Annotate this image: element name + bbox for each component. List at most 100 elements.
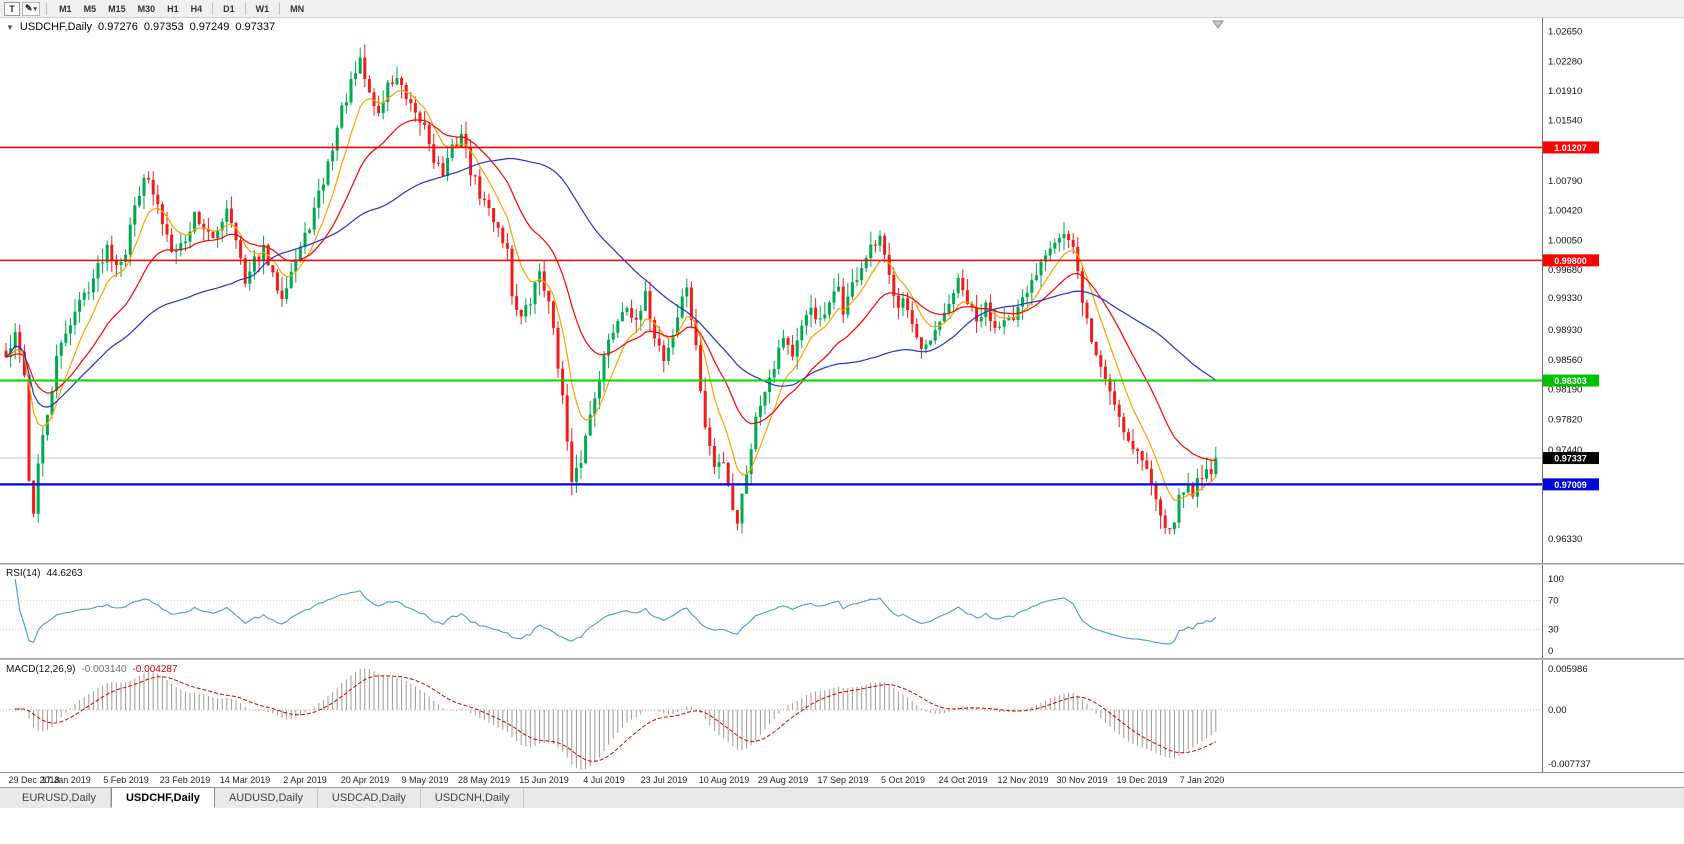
candle-body [768,377,772,392]
candle-body [1186,483,1190,493]
timeframe-button-h4[interactable]: H4 [190,3,203,14]
price-tick-label: 0.98930 [1548,325,1582,336]
candle-body [1080,271,1084,303]
pane-separator[interactable] [0,563,1684,565]
candle-body [915,323,919,338]
candle-body [602,355,606,381]
candle-body [349,79,353,103]
candle-body [892,274,896,296]
candle-body [234,222,238,241]
price-tick-label: 1.00050 [1548,235,1582,246]
candle-body [791,344,795,357]
candle-body [492,208,496,223]
candle-body [952,293,956,305]
candle-body [1108,378,1112,392]
candle-body [1103,366,1107,379]
chart-tab-usdcad[interactable]: USDCAD,Daily [318,788,421,808]
candle-body [1044,255,1048,262]
price-tick-label: 1.01910 [1548,86,1582,97]
candle-body [556,327,560,369]
macd-indicator-pane[interactable]: 0.005986 0.00 -0.007737 [0,660,1684,772]
candle-body [482,198,486,200]
candle-body [620,312,624,322]
candle-body [82,292,86,300]
candle-body [216,230,220,239]
candle-body [1002,320,1006,327]
candle-body [289,271,293,289]
candle-body [1099,355,1103,367]
candle-body [827,302,831,315]
time-axis[interactable]: 29 Dec 2018 17 Jan 2019 5 Feb 2019 23 Feb 2… [0,772,1684,787]
drawing-tool-button[interactable]: ✎ ▾ [22,1,41,16]
bottom-filler [0,808,1684,844]
pencil-icon: ✎ [25,3,33,13]
candle-body [758,405,762,417]
candle-body [685,287,689,297]
timeframe-button-m15[interactable]: M15 [108,3,126,14]
candle-body [680,296,684,318]
date-label: 5 Feb 2019 [103,775,149,785]
timeframe-button-mn[interactable]: MN [290,3,305,14]
candle-body [988,302,992,322]
candle-body [1048,248,1052,256]
candle-body [298,247,302,260]
candle-body [1021,297,1025,307]
candle-body [763,391,767,406]
moving-average-fast [5,89,1217,502]
candle-body [1163,515,1167,529]
chart-tab-audusd[interactable]: AUDUSD,Daily [215,788,318,808]
timeframe-buttons: M1 M5 M15 M30 H1 H4 D1 W1 MN [53,2,310,15]
candle-body [855,280,859,283]
pane-separator[interactable] [0,658,1684,660]
toolbar: T ✎ ▾ M1 M5 M15 M30 H1 H4 D1 W1 MN [0,0,1684,18]
candle-body [170,234,174,252]
chart-tab-eurusd[interactable]: EURUSD,Daily [8,788,111,808]
candle-body [947,304,951,313]
toolbar-separator [244,2,246,15]
price-tick-label: 1.02650 [1548,27,1582,38]
chart-shift-triangle-icon[interactable] [1212,20,1224,29]
candle-body [588,414,592,436]
date-label: 9 May 2019 [401,775,449,785]
candle-body [96,262,100,279]
candle-body [280,290,284,300]
timeframe-button-h1[interactable]: H1 [167,3,179,14]
timeframe-button-w1[interactable]: W1 [255,3,270,14]
candle-body [101,262,105,264]
toolbar-separator [279,2,281,15]
rsi-tick-label: 70 [1548,596,1559,607]
chart-tab-usdcnh[interactable]: USDCNH,Daily [421,788,525,808]
timeframe-button-d1[interactable]: D1 [223,3,235,14]
candle-body [32,480,36,514]
chart-tab-usdchf[interactable]: USDCHF,Daily [110,787,215,808]
candle-body [225,208,229,222]
candle-body [956,277,960,294]
timeframe-button-m30[interactable]: M30 [137,3,156,14]
candle-body [998,326,1002,328]
price-tick-label: 0.97440 [1548,445,1582,456]
text-tool-button[interactable]: T [4,1,20,16]
candle-body [326,161,330,185]
main-price-chart[interactable]: 1.02650 1.02280 1.01910 1.01540 1.00790 1.004… [0,18,1684,563]
dropdown-caret-icon: ▾ [33,5,38,13]
chart-area: 1.02650 1.02280 1.01910 1.01540 1.00790 1.004… [0,18,1684,787]
candle-body [1034,275,1038,281]
candle-body [607,339,611,356]
timeframe-button-m5[interactable]: M5 [83,3,97,14]
candle-body [809,307,813,315]
candle-body [869,244,873,259]
candle-body [197,211,201,224]
candle-body [179,243,183,251]
candle-body [1117,404,1121,417]
macd-signal-line [15,675,1217,762]
candle-body [800,325,804,341]
rsi-tick-label: 100 [1548,574,1564,585]
candle-body [147,177,151,180]
price-tag [1543,452,1599,465]
timeframe-button-m1[interactable]: M1 [59,3,72,14]
price-tick-label: 1.00790 [1548,176,1582,187]
candle-body [1085,302,1089,319]
candle-body [1090,318,1094,343]
rsi-indicator-pane[interactable]: 100 70 30 0 [0,565,1684,658]
date-label: 17 Sep 2019 [817,775,869,785]
